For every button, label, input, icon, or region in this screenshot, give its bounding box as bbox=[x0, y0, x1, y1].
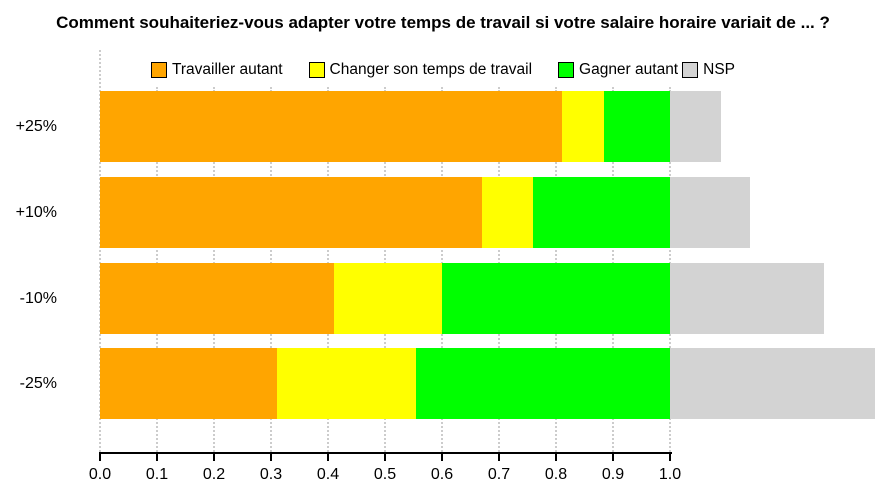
legend-label: Changer son temps de travail bbox=[329, 61, 533, 78]
x-axis-tick-label: 0.6 bbox=[430, 466, 454, 483]
y-axis-label: +25% bbox=[15, 118, 57, 135]
legend-item: NSP bbox=[682, 61, 735, 79]
x-axis-line bbox=[100, 452, 672, 454]
x-axis-tick bbox=[498, 452, 500, 461]
x-axis-tick bbox=[156, 452, 158, 461]
legend-swatch-travailler-autant bbox=[150, 62, 167, 78]
bar-segment-nsp bbox=[670, 177, 750, 248]
bar-segment-travailler-autant bbox=[100, 91, 562, 162]
legend-item: Changer son temps de travail bbox=[308, 61, 533, 79]
chart-title: Comment souhaiteriez-vous adapter votre … bbox=[56, 13, 830, 32]
x-axis-tick bbox=[99, 452, 101, 461]
bar-segment-travailler-autant bbox=[100, 263, 334, 334]
x-axis-tick-label: 0.8 bbox=[544, 466, 568, 483]
x-axis-tick-label: 0.9 bbox=[601, 466, 625, 483]
x-axis-tick-label: 0.5 bbox=[373, 466, 397, 483]
bar-segment-nsp bbox=[670, 91, 722, 162]
x-axis-tick bbox=[612, 452, 614, 461]
bar-segment-changer-son-temps-de-travail bbox=[276, 348, 417, 419]
bar-segment-gagner-autant bbox=[533, 177, 670, 248]
x-axis-tick-label: 0.1 bbox=[145, 466, 169, 483]
y-axis-label: +10% bbox=[15, 204, 57, 221]
x-axis-tick bbox=[441, 452, 443, 461]
legend-swatch-nsp bbox=[682, 62, 699, 78]
legend-item: Travailler autant bbox=[150, 61, 283, 79]
bar-segment-travailler-autant bbox=[100, 348, 277, 419]
x-axis-tick bbox=[555, 452, 557, 461]
y-axis-label: -25% bbox=[19, 375, 57, 392]
x-axis-tick-label: 0.0 bbox=[88, 466, 112, 483]
bar-segment-changer-son-temps-de-travail bbox=[333, 263, 442, 334]
legend-swatch-changer-son-temps-de-travail bbox=[308, 62, 325, 78]
x-axis-tick-label: 0.4 bbox=[316, 466, 340, 483]
legend-swatch-gagner-autant bbox=[558, 62, 575, 78]
x-axis-tick bbox=[213, 452, 215, 461]
x-axis-tick bbox=[327, 452, 329, 461]
bar-segment-gagner-autant bbox=[442, 263, 670, 334]
x-axis-tick-label: 0.3 bbox=[259, 466, 283, 483]
legend-item: Gagner autant bbox=[558, 61, 678, 79]
bar-segment-gagner-autant bbox=[604, 91, 670, 162]
legend: Travailler autant Changer son temps de tr… bbox=[0, 61, 886, 79]
y-axis-label: -10% bbox=[19, 290, 57, 307]
legend-label: NSP bbox=[703, 61, 735, 78]
bar-segment-nsp bbox=[670, 263, 824, 334]
bar-segment-changer-son-temps-de-travail bbox=[481, 177, 534, 248]
bar-segment-travailler-autant bbox=[100, 177, 482, 248]
x-gridline bbox=[99, 50, 101, 452]
bar-segment-nsp bbox=[670, 348, 876, 419]
x-axis-tick-label: 0.7 bbox=[487, 466, 511, 483]
x-axis-tick bbox=[270, 452, 272, 461]
legend-label: Travailler autant bbox=[171, 61, 283, 78]
bar-segment-changer-son-temps-de-travail bbox=[561, 91, 605, 162]
x-axis-tick bbox=[384, 452, 386, 461]
x-axis-tick bbox=[669, 452, 671, 461]
x-axis-tick-label: 1.0 bbox=[658, 466, 682, 483]
legend-label: Gagner autant bbox=[579, 61, 679, 78]
x-axis-tick-label: 0.2 bbox=[202, 466, 226, 483]
bar-segment-gagner-autant bbox=[416, 348, 670, 419]
